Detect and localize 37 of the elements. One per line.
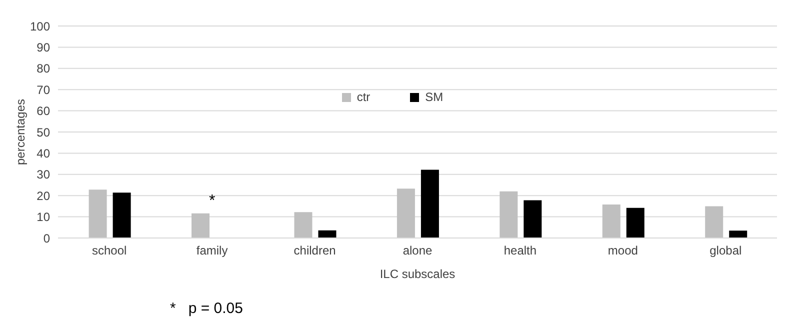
bar [602,204,620,238]
y-tick-label: 80 [36,62,50,76]
y-tick-label: 40 [36,146,50,160]
x-tick-label: health [504,244,537,258]
y-tick-label: 30 [36,168,50,182]
bar [112,192,131,238]
bar [705,206,724,238]
y-tick-label: 0 [43,231,50,246]
bar [318,230,336,238]
text: * p = 0.05 [170,300,244,317]
bar [396,188,415,238]
x-tick-label: mood [608,244,638,258]
x-tick-label: school [92,244,127,258]
x-tick-label: alone [402,244,432,258]
y-tick-label: 70 [36,82,50,97]
y-tick-label: 100 [30,19,50,34]
annotation: * [208,192,216,210]
bar [729,230,748,238]
y-tick-label: 90 [36,40,50,54]
x-tick-label: global [710,244,742,258]
bar [626,208,644,238]
legend-label: ctr [356,90,370,104]
bar [500,191,518,238]
x-tick-label: children [294,244,336,258]
bar [524,200,542,238]
x-tick-label: family [196,244,228,258]
bar [192,213,210,238]
y-tick-label: 10 [36,210,50,224]
legend-label: SM [424,90,444,104]
bar [88,190,107,238]
y-tick-label: 60 [36,104,50,118]
y-tick-label: 20 [36,188,50,203]
x-axis-title: ILC subscales [380,267,456,281]
bar [294,212,312,238]
y-axis-title: percentages [13,98,28,166]
bar [420,170,439,238]
y-tick-label: 50 [36,125,50,140]
